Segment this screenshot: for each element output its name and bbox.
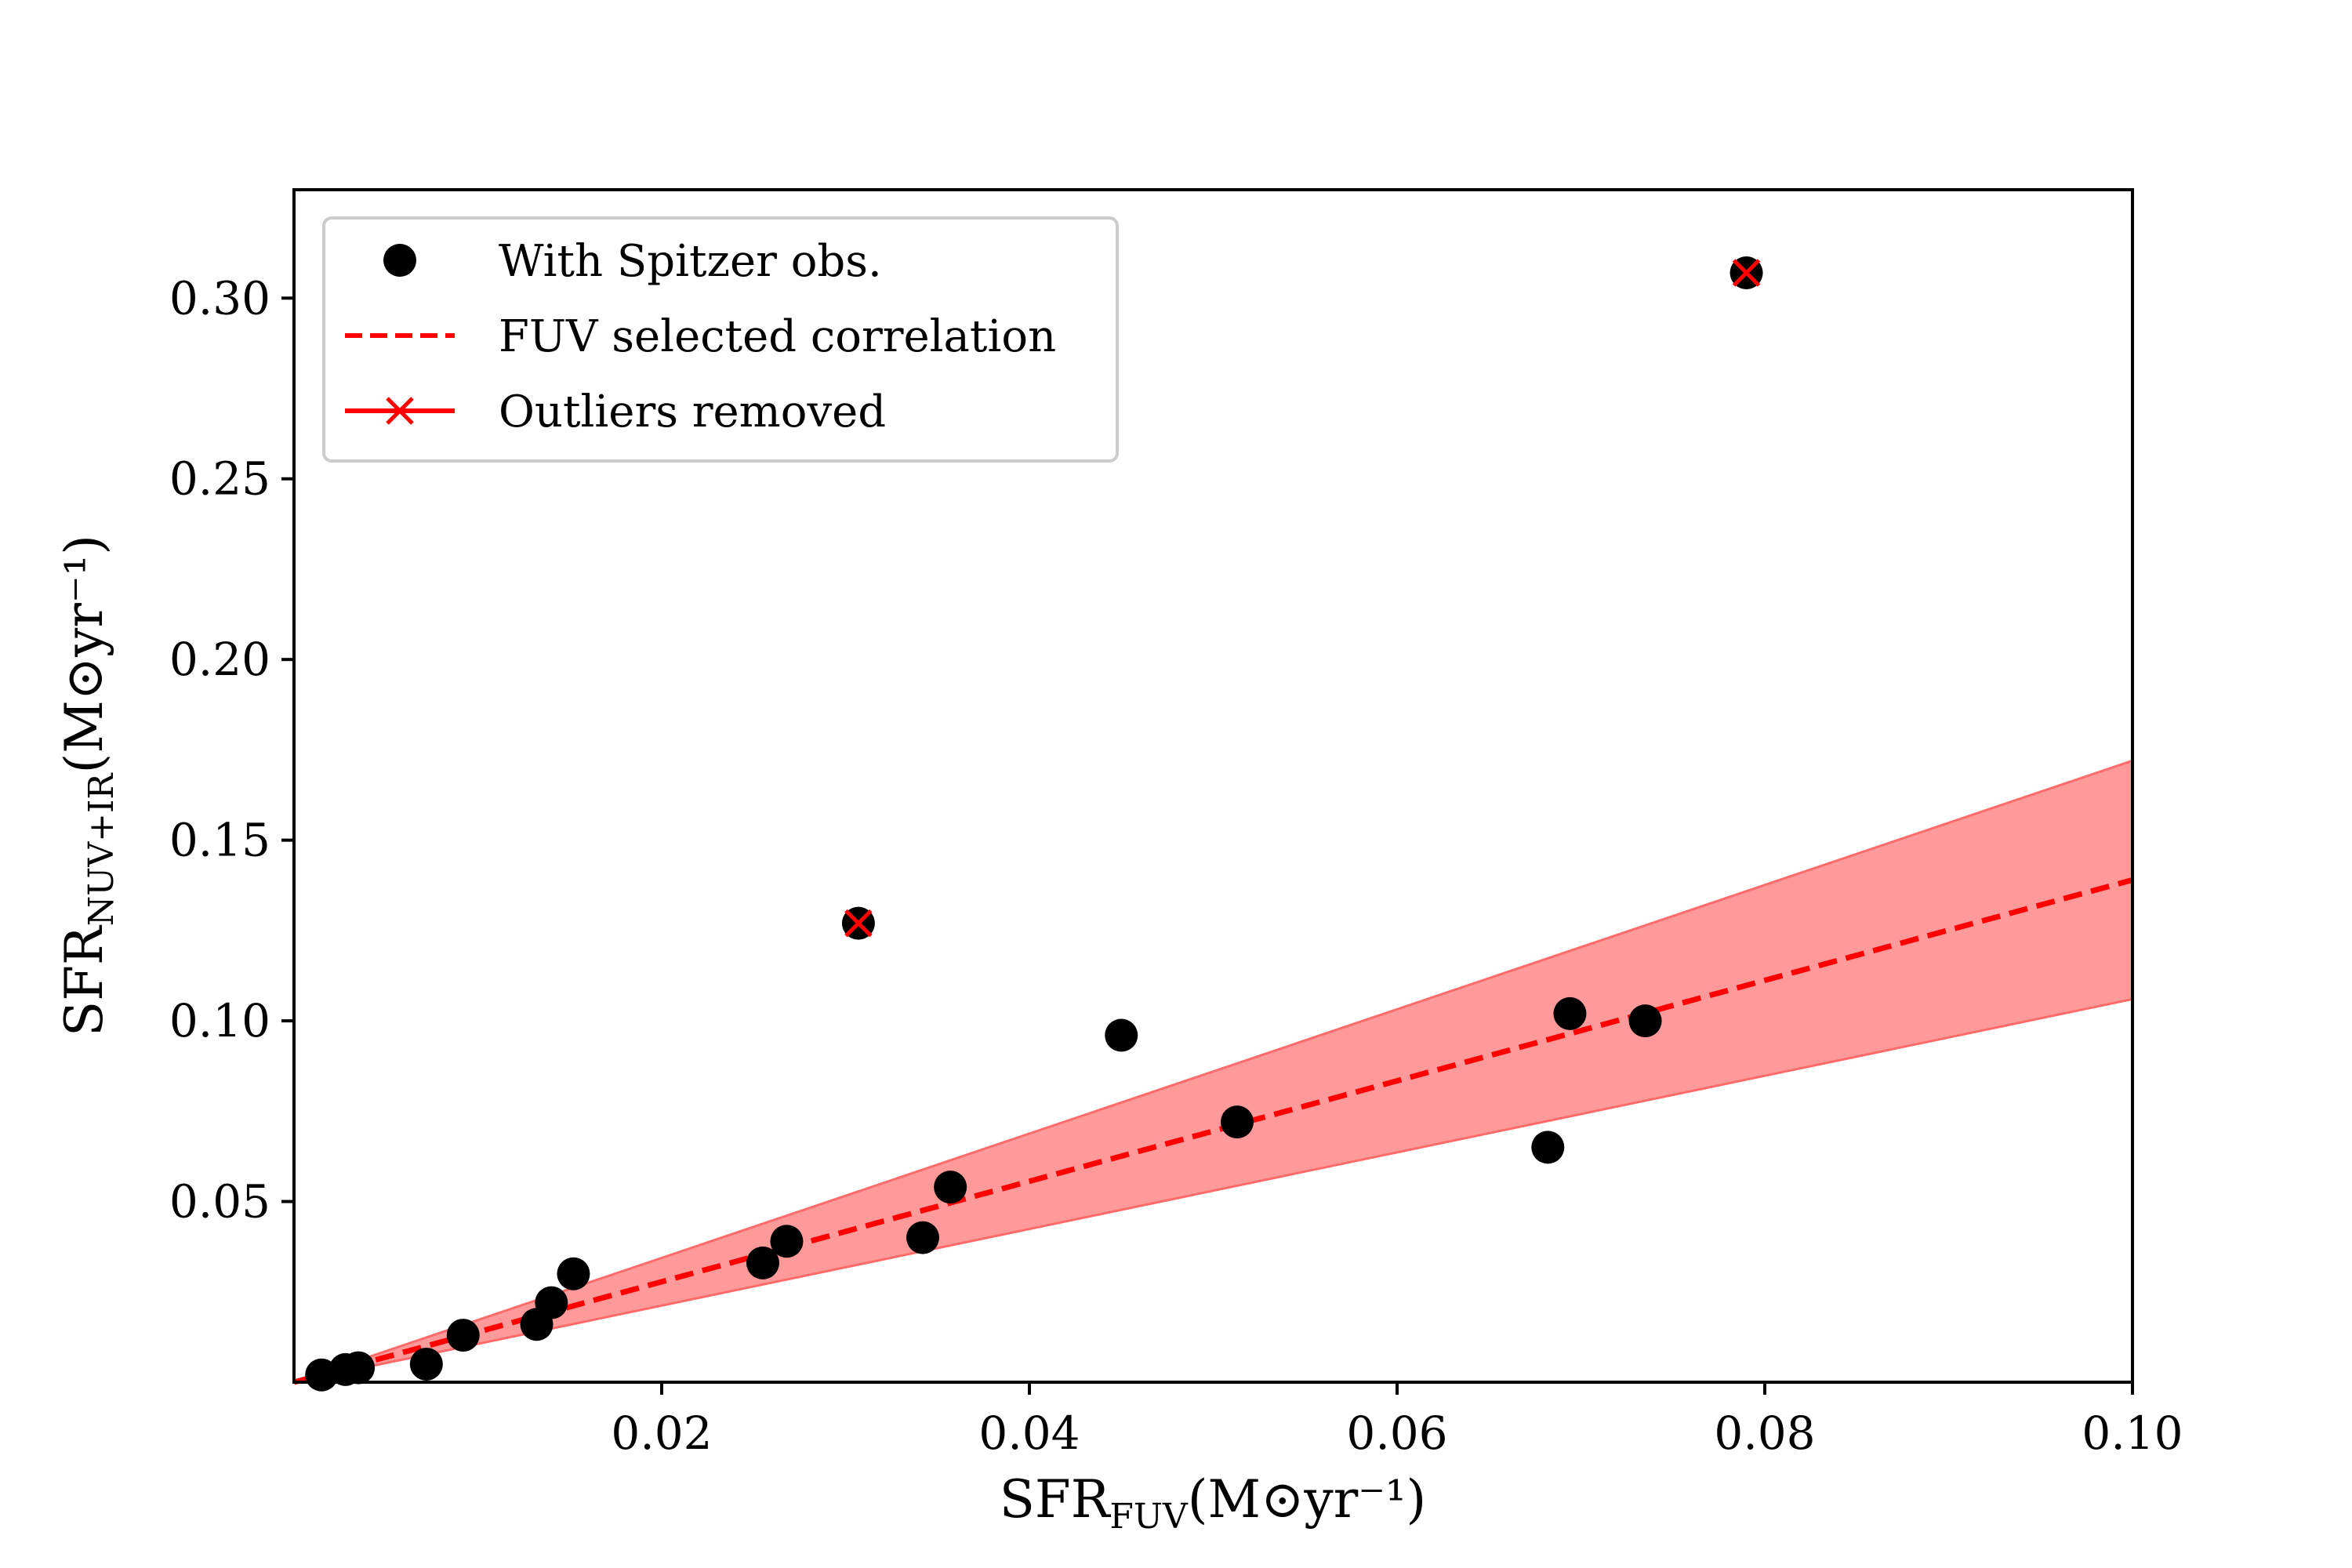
- data-point: [1105, 1018, 1138, 1052]
- outlier-marker: [844, 909, 873, 938]
- data-point: [409, 1347, 443, 1381]
- legend: With Spitzer obs. FUV selected correlati…: [322, 216, 1119, 463]
- y-tick-label: 0.15: [169, 814, 270, 867]
- y-tick-label: 0.05: [169, 1175, 270, 1229]
- data-point: [1531, 1131, 1565, 1164]
- x-axis-label: SFRFUV(M⊙yr⁻¹): [1000, 1469, 1427, 1537]
- x-axis-label-main: SFR: [1000, 1469, 1112, 1530]
- data-points-layer: [305, 256, 1763, 1392]
- legend-x-marker: [386, 397, 414, 425]
- y-tick-label: 0.30: [169, 271, 270, 325]
- legend-points-label: With Spitzer obs.: [499, 236, 882, 287]
- outlier-markers-layer: [844, 259, 1761, 938]
- outlier-marker: [1732, 259, 1761, 287]
- data-point: [770, 1225, 804, 1258]
- data-point: [1220, 1105, 1254, 1139]
- legend-point-marker: [383, 244, 416, 277]
- y-tick-label: 0.10: [169, 994, 270, 1047]
- data-point: [535, 1286, 568, 1319]
- data-point: [746, 1246, 779, 1279]
- x-tick-label: 0.08: [1714, 1406, 1815, 1460]
- y-axis-label-main: SFR: [54, 924, 114, 1036]
- x-tick-label: 0.04: [978, 1406, 1080, 1460]
- legend-outliers-label: Outliers removed: [499, 387, 886, 437]
- data-point: [342, 1351, 376, 1385]
- y-tick-label: 0.20: [169, 633, 270, 686]
- x-axis-ticks: 0.02 0.04 0.06 0.08 0.10: [611, 1382, 2183, 1460]
- x-axis-label-sub: FUV: [1109, 1497, 1189, 1537]
- data-point: [934, 1171, 967, 1204]
- legend-fit-label: FUV selected correlation: [499, 311, 1056, 362]
- data-point: [1628, 1004, 1662, 1038]
- data-point: [557, 1257, 590, 1290]
- x-tick-label: 0.10: [2082, 1406, 2183, 1460]
- data-point: [446, 1319, 480, 1352]
- plot-frame: [292, 188, 2134, 1384]
- y-axis-label: SFRNUV+IR(M⊙yr⁻¹): [54, 535, 122, 1036]
- y-axis-label-units: (M⊙yr⁻¹): [54, 535, 114, 774]
- legend-box: [322, 216, 1119, 463]
- x-axis-label-units: (M⊙yr⁻¹): [1188, 1469, 1427, 1530]
- y-axis-label-sub: NUV+IR: [82, 772, 122, 927]
- x-tick-label: 0.02: [611, 1406, 712, 1460]
- correlation-line: [293, 877, 2133, 1385]
- data-point: [1553, 996, 1587, 1030]
- y-tick-label: 0.25: [169, 452, 270, 506]
- correlation-line-layer: [293, 877, 2133, 1385]
- x-tick-label: 0.06: [1346, 1406, 1447, 1460]
- y-axis-ticks: 0.05 0.10 0.15 0.20 0.25 0.30: [169, 271, 294, 1229]
- data-point: [906, 1221, 939, 1254]
